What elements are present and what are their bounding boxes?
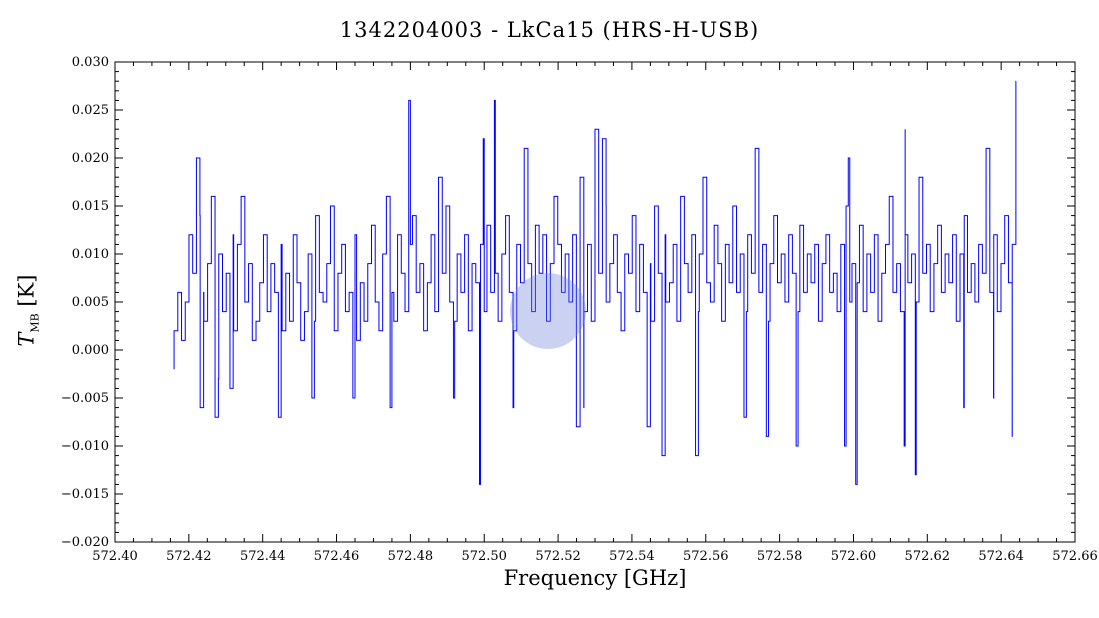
series-line [173,80,1017,485]
x-tick-label: 572.42 [166,549,212,564]
x-tick-label: 572.60 [831,549,877,564]
y-tick-label: −0.015 [61,487,109,502]
y-tick-label: 0.030 [72,55,109,70]
series-group [173,80,1017,485]
x-tick-label: 572.54 [609,549,655,564]
plot-frame [114,61,1076,543]
y-axis-unit: [K] [14,274,39,307]
y-tick-label: −0.005 [61,391,109,406]
chart-title: 1342204003 - LkCa15 (HRS-H-USB) [339,18,760,42]
y-axis-label: TMB [K] [14,221,41,401]
y-axis-ticks: 0.030 0.025 0.020 0.015 0.010 0.005 0.000 −0.00… [61,55,1075,550]
y-tick-label: 0.025 [72,103,109,118]
x-tick-label: 572.50 [461,549,507,564]
y-axis-subscript: MB [28,313,42,333]
highlight-marker [510,273,586,349]
y-tick-label: 0.005 [72,295,109,310]
x-tick-label: 572.46 [314,549,360,564]
x-tick-label: 572.62 [905,549,951,564]
x-tick-label: 572.64 [978,549,1024,564]
y-axis-symbol: T [14,332,39,347]
x-tick-label: 572.56 [683,549,729,564]
x-tick-label: 572.48 [388,549,434,564]
y-tick-label: 0.020 [72,151,109,166]
x-tick-label: 572.44 [240,549,286,564]
x-tick-label: 572.40 [92,549,138,564]
y-tick-label: 0.000 [72,343,109,358]
y-tick-label: 0.015 [72,199,109,214]
x-tick-label: 572.58 [757,549,803,564]
y-tick-label: −0.010 [61,439,109,454]
x-axis-label: Frequency [GHz] [503,566,687,590]
x-axis-ticks: 572.40 572.42 572.44 572.46 572.48 572.50 572.… [92,62,1098,564]
y-tick-label: 0.010 [72,247,109,262]
y-tick-label: −0.020 [61,535,109,550]
x-tick-label: 572.52 [535,549,581,564]
x-tick-label: 572.66 [1052,549,1098,564]
